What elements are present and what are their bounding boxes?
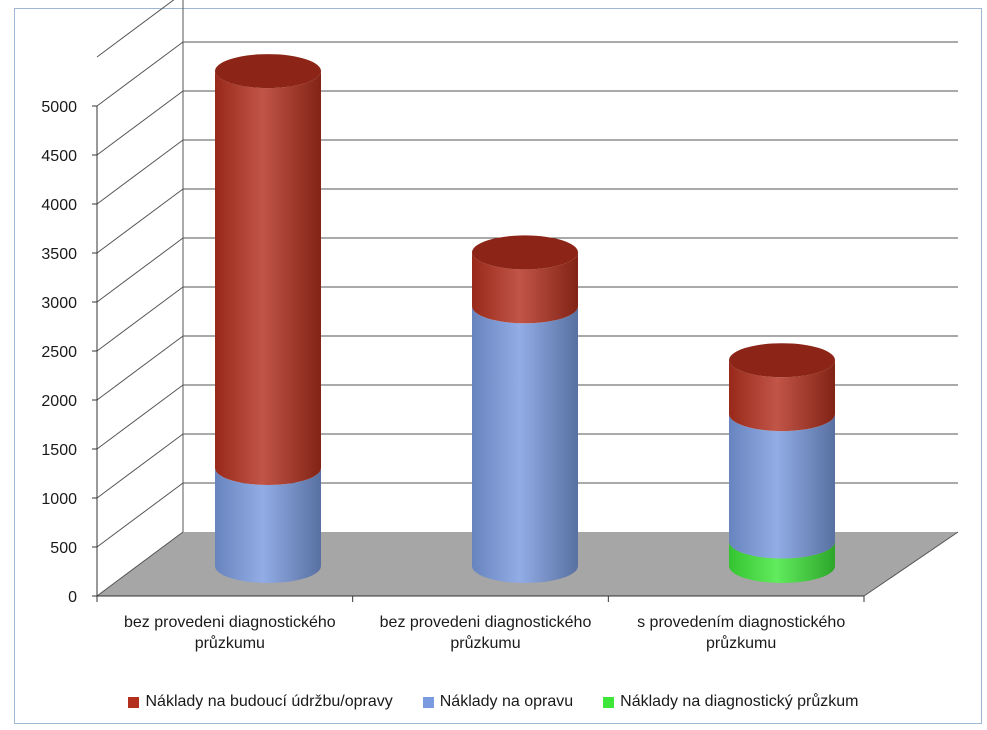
bar-cap: [729, 343, 835, 378]
bar-segment: [729, 414, 835, 559]
bar-segment: [215, 468, 321, 583]
y-tick-label: 2000: [41, 393, 77, 410]
side-gridline: [96, 433, 184, 499]
legend-item: Náklady na budoucí údržbu/opravy: [128, 693, 393, 711]
legend-label: Náklady na diagnostický průzkum: [620, 693, 859, 710]
y-tick-label: 1000: [41, 491, 77, 508]
legend: Náklady na budoucí údržbu/opravy Náklady …: [0, 693, 987, 711]
side-gridline: [96, 286, 184, 352]
category-label: s provedením diagnostického průzkumu: [606, 612, 876, 654]
y-tick-label: 2500: [41, 344, 77, 361]
category-label-line: s provedením diagnostického: [637, 614, 846, 631]
category-label-line: průzkumu: [706, 635, 777, 652]
y-tick-label: 4000: [41, 197, 77, 214]
category-label: bez provedeni diagnostického průzkumu: [351, 612, 621, 654]
side-gridline: [96, 335, 184, 401]
side-gridline: [96, 531, 184, 597]
bar-cap: [472, 235, 578, 270]
bar-segment: [472, 306, 578, 583]
category-label-line: bez provedeni diagnostického: [379, 614, 592, 631]
legend-label: Náklady na opravu: [439, 693, 574, 710]
bar-segment: [729, 360, 835, 432]
y-tick-label: 3500: [41, 246, 77, 263]
legend-label: Náklady na budoucí údržbu/opravy: [145, 693, 393, 710]
side-gridline: [96, 0, 175, 58]
side-gridline: [96, 90, 184, 156]
legend-swatch: [603, 696, 615, 708]
side-gridline: [96, 482, 184, 548]
side-gridline: [96, 188, 184, 254]
y-tick-label: 1500: [41, 442, 77, 459]
legend-swatch: [422, 696, 434, 708]
side-gridline: [96, 384, 184, 450]
bar-cap: [215, 54, 321, 89]
side-gridline: [96, 237, 184, 303]
legend-swatch: [128, 696, 140, 708]
bar-segment: [472, 252, 578, 324]
y-tick-label: 0: [68, 589, 77, 606]
y-tick-label: 4500: [41, 148, 77, 165]
category-label-line: průzkumu: [450, 635, 521, 652]
y-tick-label: 500: [50, 540, 77, 557]
category-label: bez provedeni diagnostického průzkumu: [95, 612, 365, 654]
bar-segment: [215, 71, 321, 485]
side-gridline: [96, 139, 184, 205]
legend-item: Náklady na opravu: [422, 693, 574, 711]
category-label-line: bez provedeni diagnostického: [123, 614, 336, 631]
y-tick-label: 3000: [41, 295, 77, 312]
y-tick-label: 5000: [41, 99, 77, 116]
side-gridline: [96, 41, 184, 107]
category-label-line: průzkumu: [194, 635, 265, 652]
bar-segment: [729, 541, 835, 583]
floor-edge: [863, 531, 959, 597]
legend-item: Náklady na diagnostický průzkum: [603, 693, 859, 711]
